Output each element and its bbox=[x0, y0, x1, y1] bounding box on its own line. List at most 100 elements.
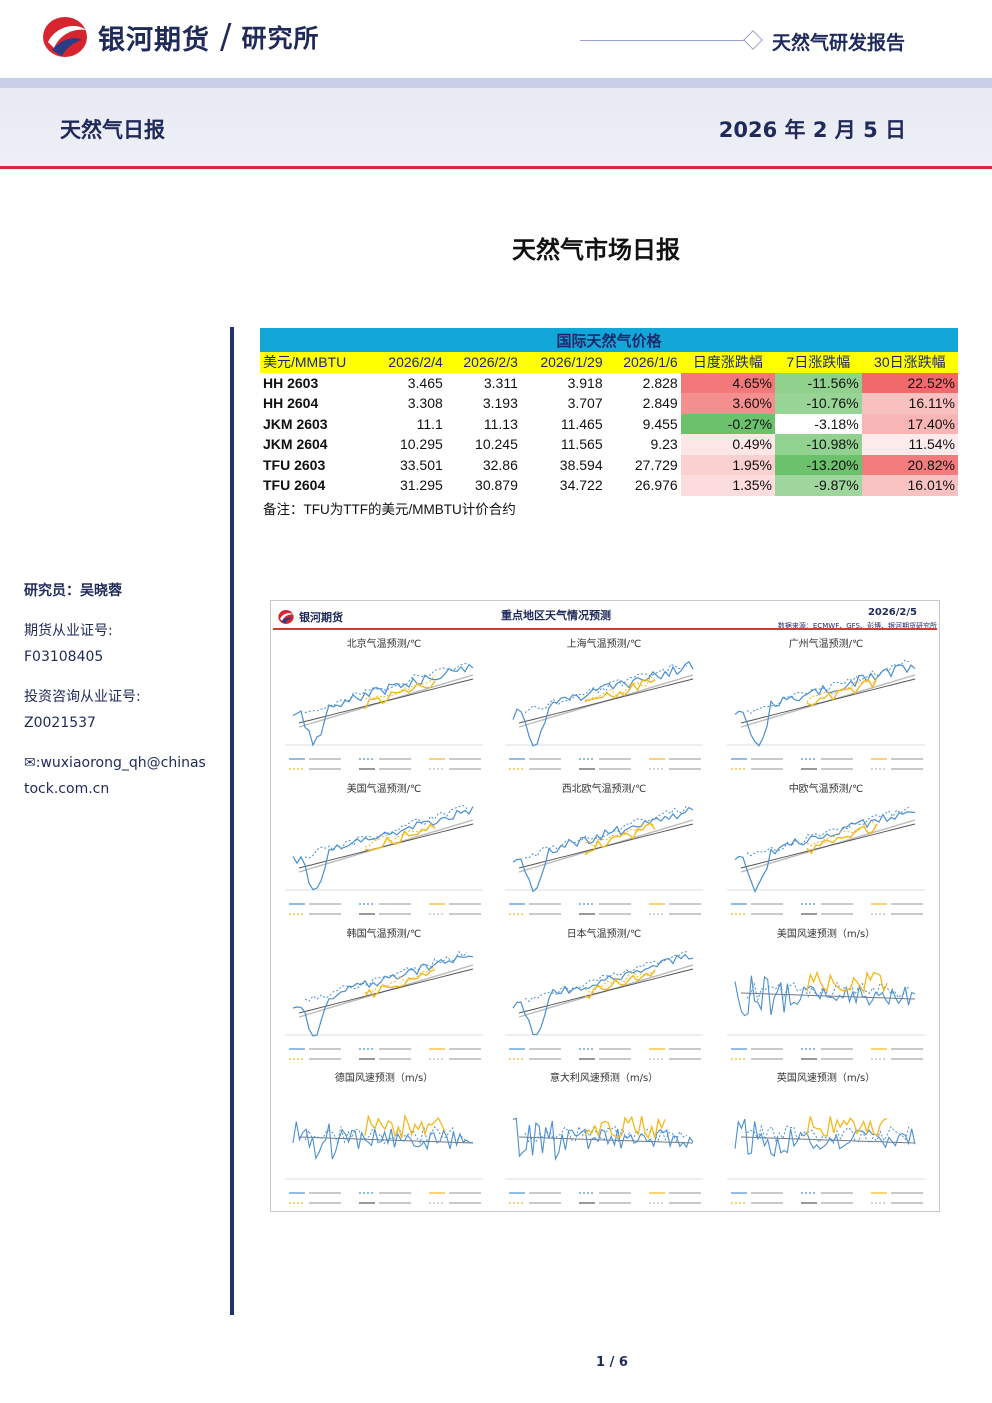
forecast-panel-plot bbox=[727, 659, 925, 770]
forecast-panel-title: 英国风速预测（m/s） bbox=[776, 1073, 876, 1084]
cell-v4: 2.828 bbox=[642, 374, 678, 391]
cell-d30: 20.82% bbox=[861, 454, 958, 475]
cell-v4: 9.455 bbox=[642, 415, 678, 432]
table-note: 备注：TFU为TTF的美元/MMBTU计价合约 bbox=[263, 501, 516, 517]
license-label: 期货从业证号: bbox=[24, 623, 113, 639]
cell-v1: 3.308 bbox=[407, 395, 443, 412]
email-line-1[interactable]: ✉:wuxiaorong_qh@chinas bbox=[24, 755, 206, 771]
table-row: TFU 2603 33.501 32.86 38.594 27.729 1.95% -13.… bbox=[260, 454, 958, 475]
actual-line bbox=[364, 968, 436, 999]
actual-line bbox=[584, 969, 656, 999]
forecast-panel: 韩国气温预测/℃ bbox=[275, 923, 493, 1068]
forecast-panel-plot bbox=[285, 1113, 483, 1204]
actual-line bbox=[584, 678, 656, 702]
cell-v1: 11.1 bbox=[416, 415, 443, 432]
cell-v4: 26.976 bbox=[634, 477, 678, 494]
gfs-line bbox=[524, 804, 688, 859]
cell-code: HH 2604 bbox=[263, 395, 319, 412]
brand-name: 银河期货 bbox=[98, 24, 210, 56]
forecast-panel-plot bbox=[285, 663, 483, 770]
ecmwf-line bbox=[734, 811, 916, 894]
table-title: 国际天然气价格 bbox=[260, 328, 958, 352]
forecast-panel: 德国风速预测（m/s） bbox=[275, 1067, 493, 1212]
forecast-panel: 上海气温预测/℃ bbox=[495, 633, 713, 778]
forecast-panel-title: 西北欧气温预测/℃ bbox=[561, 784, 647, 795]
seasonal-avg-line bbox=[740, 992, 916, 1000]
ecmwf-line bbox=[734, 1118, 916, 1157]
header-date-2: 2026/2/3 bbox=[445, 352, 521, 373]
figure-logo: 银河期货 bbox=[277, 609, 343, 625]
header-daily-change: 日度涨跌幅 bbox=[680, 352, 776, 373]
figure-divider bbox=[273, 628, 937, 630]
institute-name: 研究所 bbox=[241, 24, 320, 53]
forecast-panel-plot bbox=[505, 1115, 703, 1204]
ecmwf-line bbox=[292, 663, 474, 747]
page-number: 1 / 6 bbox=[596, 1355, 628, 1370]
forecast-panel: 美国气温预测/℃ bbox=[275, 778, 493, 923]
actual-line bbox=[364, 1113, 446, 1139]
title-band-divider bbox=[0, 166, 992, 169]
cell-d7: -9.87% bbox=[775, 475, 862, 496]
forecast-panel: 英国风速预测（m/s） bbox=[717, 1067, 935, 1212]
cell-v2: 32.86 bbox=[482, 456, 518, 473]
cell-v3: 11.565 bbox=[560, 436, 603, 453]
gfs-line bbox=[746, 1124, 910, 1146]
forecast-compare-line bbox=[806, 821, 878, 847]
doc-title: 天然气日报 bbox=[60, 118, 165, 142]
email-line-2[interactable]: tock.com.cn bbox=[24, 781, 110, 797]
cell-v3: 11.465 bbox=[560, 415, 603, 432]
cell-d7: -13.20% bbox=[775, 454, 862, 475]
company-logo: 银河期货 / 研究所 bbox=[40, 14, 319, 60]
header-date-4: 2026/1/6 bbox=[605, 352, 681, 373]
forecast-panel-plot bbox=[727, 970, 925, 1060]
consult-number: Z0021537 bbox=[24, 715, 96, 731]
header-date-1: 2026/2/4 bbox=[370, 352, 446, 373]
forecast-panel: 意大利风速预测（m/s） bbox=[495, 1067, 713, 1212]
cell-d7: -10.98% bbox=[775, 434, 862, 455]
cell-v4: 27.729 bbox=[634, 456, 678, 473]
header-separator: / bbox=[220, 17, 232, 57]
actual-line bbox=[806, 1116, 888, 1137]
cell-d1: 0.49% bbox=[680, 434, 776, 455]
ecmwf-line bbox=[292, 1121, 474, 1161]
forecast-panel-title: 北京气温预测/℃ bbox=[346, 639, 422, 650]
cell-v3: 34.722 bbox=[559, 477, 603, 494]
forecast-panel-plot bbox=[505, 951, 703, 1060]
table-row: JKM 2604 10.295 10.245 11.565 9.23 0.49% -10.9… bbox=[260, 434, 958, 455]
header-unit: 美元/MMBTU bbox=[260, 352, 371, 373]
cell-d7: -10.76% bbox=[775, 393, 862, 414]
cell-v1: 31.295 bbox=[399, 477, 443, 494]
five-year-avg-line bbox=[518, 678, 694, 724]
gfs-line bbox=[524, 663, 688, 714]
gfs-line bbox=[304, 950, 468, 1002]
header-30d-change: 30日涨跌幅 bbox=[861, 352, 958, 373]
figure-date: 2026/2/5 bbox=[867, 607, 917, 618]
cell-v1: 33.501 bbox=[399, 456, 443, 473]
cell-v1: 10.295 bbox=[399, 436, 443, 453]
forecast-panel-title: 美国风速预测（m/s） bbox=[776, 929, 876, 940]
forecast-compare-line bbox=[364, 674, 436, 700]
cell-v3: 3.918 bbox=[567, 374, 603, 391]
forecast-compare-line bbox=[584, 971, 656, 993]
header-rule bbox=[580, 40, 748, 41]
cell-v3: 38.594 bbox=[559, 456, 603, 473]
cell-d1: 3.60% bbox=[680, 393, 776, 414]
gfs-line bbox=[304, 663, 468, 714]
cell-v4: 2.849 bbox=[642, 395, 678, 412]
doc-date: 2026 年 2 月 5 日 bbox=[718, 118, 906, 142]
cell-d30: 11.54% bbox=[861, 434, 958, 455]
main-title: 天然气市场日报 bbox=[512, 236, 680, 264]
cell-code: TFU 2603 bbox=[263, 456, 326, 473]
cell-d30: 16.11% bbox=[861, 393, 958, 414]
forecast-panel-title: 意大利风速预测（m/s） bbox=[549, 1073, 659, 1084]
seasonal-avg-line bbox=[518, 1136, 694, 1144]
cell-code: TFU 2604 bbox=[263, 477, 326, 494]
diamond-icon bbox=[743, 30, 763, 50]
cell-d1: -0.27% bbox=[680, 413, 776, 434]
galaxy-logo-icon bbox=[40, 14, 90, 60]
ecmwf-line bbox=[292, 955, 474, 1037]
five-year-avg-line bbox=[298, 968, 474, 1014]
ecmwf-line bbox=[512, 806, 694, 893]
cell-d30: 16.01% bbox=[861, 475, 958, 496]
cell-d7: -11.56% bbox=[775, 372, 862, 393]
